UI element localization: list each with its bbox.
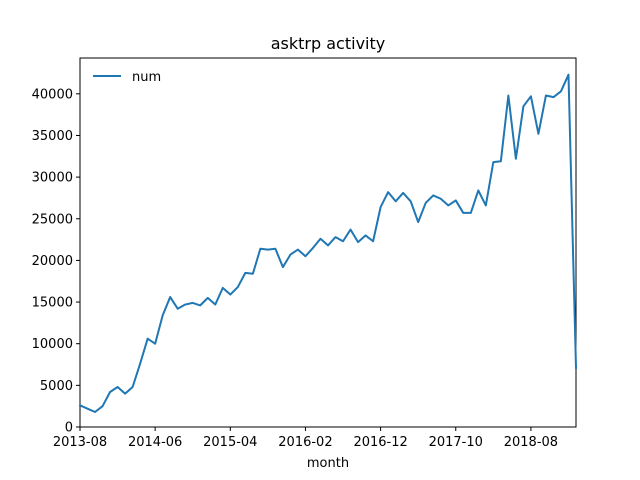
legend-label-num: num [132,70,161,85]
y-tick-label: 10000 [32,337,73,352]
y-tick-label: 35000 [32,129,73,144]
y-tick-label: 40000 [32,87,73,102]
y-tick-label: 0 [65,421,73,436]
x-tick-label: 2013-08 [53,435,107,450]
x-tick-label: 2014-06 [128,435,182,450]
y-tick-label: 20000 [32,254,73,269]
y-tick-label: 25000 [32,212,73,227]
x-tick-label: 2016-02 [278,435,332,450]
y-tick-label: 30000 [32,171,73,186]
legend: num [93,70,161,85]
x-tick-label: 2018-08 [504,435,558,450]
x-tick-label: 2016-12 [353,435,407,450]
series-group [78,73,578,414]
plot-frame [79,57,577,428]
y-axis: 0 5000 10000 15000 20000 25000 30000 35000 40000 [32,87,80,436]
x-tick-label: 2015-04 [203,435,257,450]
x-tick-label: 2017-10 [429,435,483,450]
chart-title: asktrp activity [271,34,385,53]
x-axis: 2013-08 2014-06 2015-04 2016-02 2016-12 2017-… [53,427,558,450]
x-axis-label: month [307,456,349,471]
series-line-num [78,73,578,414]
y-tick-label: 15000 [32,296,73,311]
y-tick-label: 5000 [40,379,73,394]
